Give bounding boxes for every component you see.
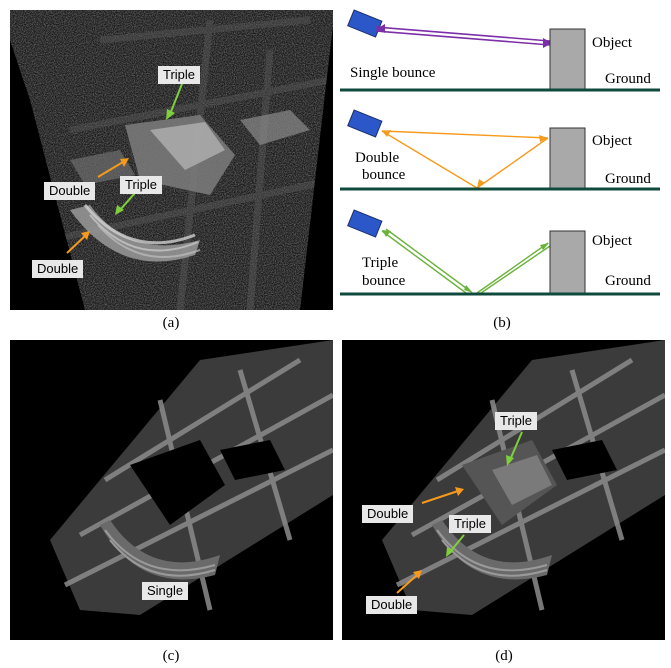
panel-a-arrows xyxy=(66,83,183,254)
double-bounce-label-line2: bounce xyxy=(362,167,406,183)
panel-a-double-label-low: Double xyxy=(32,260,84,278)
triple-bounce-row xyxy=(340,209,660,296)
panel-d-double-label-mid: Double xyxy=(362,505,414,523)
double-object-label: Object xyxy=(592,133,632,149)
panel-d-triple-label-top: Triple xyxy=(495,412,538,430)
double-bounce-label-line1: Double xyxy=(355,150,400,166)
triple-bounce-label-line2: bounce xyxy=(362,273,406,289)
panel-c-caption: (c) xyxy=(162,648,180,664)
triple-ground-label: Ground xyxy=(605,273,651,289)
triple-object-label: Object xyxy=(592,233,632,249)
single-bounce-row xyxy=(340,9,660,92)
panel-c-single-label: Single xyxy=(142,582,189,600)
panel-d-arrows xyxy=(396,431,523,594)
double-bounce-row xyxy=(340,109,660,191)
panel-a-triple-label-mid: Triple xyxy=(120,176,163,194)
panel-a-triple-label-top: Triple xyxy=(158,66,201,84)
panel-d-simulated-multi: Triple Double Triple Double xyxy=(342,340,665,640)
single-ground-label: Ground xyxy=(605,71,651,87)
panel-b-bounce-diagram: Single bounce Object Ground Double bounc… xyxy=(340,5,671,305)
single-object-label: Object xyxy=(592,35,632,51)
panel-a-canvas xyxy=(10,10,333,310)
panel-b-canvas xyxy=(340,9,660,296)
panel-b-caption: (b) xyxy=(493,315,511,331)
panel-d-double-label-low: Double xyxy=(366,596,418,614)
triple-bounce-label-line1: Triple xyxy=(362,255,399,271)
single-bounce-label: Single bounce xyxy=(350,65,436,81)
panel-d-caption: (d) xyxy=(495,648,513,664)
panel-a-radar-image: Triple Double Triple Double xyxy=(10,10,333,310)
panel-c-simulated-single: Single xyxy=(10,340,333,640)
panel-a-caption: (a) xyxy=(162,315,180,331)
panel-d-canvas xyxy=(342,340,665,640)
panel-a-double-label-mid: Double xyxy=(44,182,96,200)
double-ground-label: Ground xyxy=(605,171,651,187)
panel-d-triple-label-mid: Triple xyxy=(449,515,492,533)
